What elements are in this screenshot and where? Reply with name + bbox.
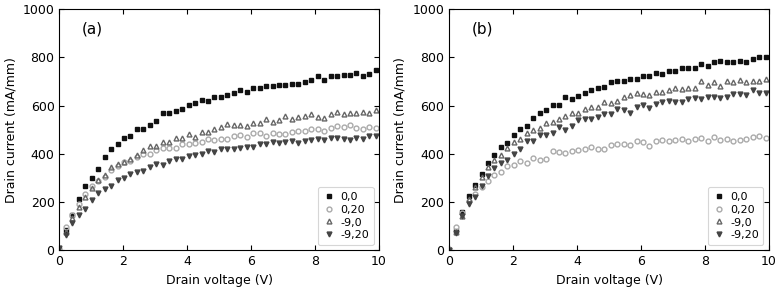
0,0 [348, 74, 358, 77]
0,0 [374, 71, 383, 75]
-9,0 [55, 249, 64, 252]
0,20 [374, 125, 383, 129]
-9,20 [129, 169, 138, 173]
-9,20 [506, 155, 515, 158]
Text: (a): (a) [82, 21, 103, 36]
0,0 [635, 74, 644, 78]
0,20 [738, 137, 747, 141]
0,0 [609, 82, 619, 86]
-9,0 [635, 95, 644, 98]
-9,0 [609, 102, 619, 106]
-9,20 [219, 150, 229, 154]
-9,0 [219, 127, 229, 131]
Line: 0,0: 0,0 [447, 54, 772, 253]
-9,0 [765, 76, 774, 79]
0,20 [748, 136, 758, 139]
-9,20 [116, 177, 126, 180]
0,20 [351, 126, 361, 130]
0,20 [345, 124, 355, 127]
Text: (b): (b) [472, 21, 493, 36]
-9,0 [129, 154, 138, 157]
-9,20 [55, 246, 64, 249]
-9,0 [358, 110, 368, 114]
0,20 [765, 136, 774, 139]
0,0 [245, 88, 255, 91]
0,20 [444, 247, 454, 251]
0,20 [129, 156, 138, 159]
0,0 [519, 124, 528, 128]
-9,20 [444, 249, 454, 252]
-9,20 [748, 89, 758, 92]
0,20 [219, 135, 229, 139]
0,0 [738, 56, 747, 60]
0,20 [116, 165, 126, 168]
-9,20 [635, 105, 644, 108]
0,0 [219, 91, 229, 95]
-9,0 [374, 107, 383, 111]
-9,0 [519, 133, 528, 136]
Line: 0,0: 0,0 [57, 67, 382, 251]
Line: -9,20: -9,20 [447, 88, 772, 253]
-9,20 [609, 110, 619, 113]
-9,20 [368, 133, 377, 136]
Line: -9,0: -9,0 [57, 107, 382, 253]
Legend: 0,0, 0,20, -9,0, -9,20: 0,0, 0,20, -9,0, -9,20 [318, 187, 373, 245]
0,0 [129, 131, 138, 135]
0,0 [506, 132, 515, 135]
0,20 [635, 139, 644, 143]
0,0 [765, 55, 774, 59]
0,0 [55, 247, 64, 251]
0,20 [754, 134, 764, 138]
-9,20 [245, 143, 255, 147]
-9,0 [444, 249, 454, 252]
Y-axis label: Drain current (mA/mm): Drain current (mA/mm) [394, 57, 407, 203]
X-axis label: Drain voltage (V): Drain voltage (V) [555, 274, 662, 287]
Line: -9,0: -9,0 [447, 75, 772, 253]
0,0 [371, 68, 380, 71]
-9,0 [748, 79, 758, 82]
Legend: 0,0, 0,20, -9,0, -9,20: 0,0, 0,20, -9,0, -9,20 [708, 187, 763, 245]
-9,20 [765, 91, 774, 94]
0,0 [444, 249, 454, 252]
0,20 [245, 134, 255, 137]
0,20 [362, 127, 371, 131]
-9,20 [519, 145, 528, 148]
Line: 0,20: 0,20 [57, 123, 382, 253]
-9,0 [245, 121, 255, 125]
-9,0 [348, 112, 358, 116]
X-axis label: Drain voltage (V): Drain voltage (V) [166, 274, 273, 287]
0,20 [519, 161, 528, 164]
-9,0 [116, 162, 126, 165]
-9,20 [738, 93, 747, 96]
-9,20 [758, 88, 767, 92]
-9,20 [374, 135, 383, 138]
-9,0 [738, 81, 747, 85]
0,20 [506, 166, 515, 170]
-9,0 [506, 142, 515, 145]
0,0 [358, 74, 368, 78]
0,0 [116, 140, 126, 144]
Line: -9,20: -9,20 [57, 132, 382, 250]
0,0 [748, 57, 758, 60]
Y-axis label: Drain current (mA/mm): Drain current (mA/mm) [4, 57, 17, 203]
0,20 [55, 249, 64, 252]
Line: 0,20: 0,20 [447, 134, 772, 251]
-9,20 [358, 138, 368, 141]
0,0 [761, 55, 770, 58]
-9,20 [348, 137, 358, 141]
0,20 [609, 142, 619, 146]
